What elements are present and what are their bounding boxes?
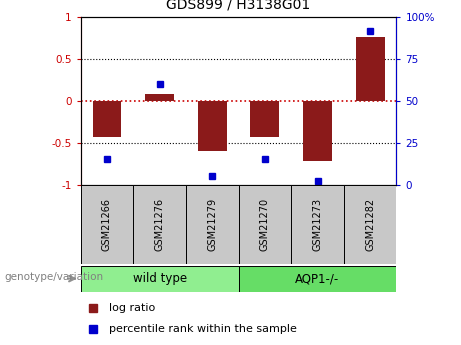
Bar [81,266,239,292]
Text: percentile rank within the sample: percentile rank within the sample [109,324,297,334]
Text: GSM21273: GSM21273 [313,198,323,251]
Bar [186,185,239,264]
Bar [133,185,186,264]
Text: GSM21276: GSM21276 [154,198,165,251]
Bar [303,101,332,161]
Bar [344,185,396,264]
Title: GDS899 / H3138G01: GDS899 / H3138G01 [166,0,311,12]
Bar [81,185,133,264]
Text: AQP1-/-: AQP1-/- [296,272,340,285]
Text: GSM21270: GSM21270 [260,198,270,251]
Text: genotype/variation: genotype/variation [5,272,104,282]
Bar [145,94,174,101]
Text: wild type: wild type [133,272,187,285]
Text: GSM21282: GSM21282 [365,198,375,251]
Bar [356,37,384,101]
Bar [198,101,227,151]
Text: log ratio: log ratio [109,303,155,313]
Bar [93,101,121,137]
Text: GSM21279: GSM21279 [207,198,217,251]
Bar [250,101,279,137]
Bar [239,266,396,292]
Bar [239,185,291,264]
Text: GSM21266: GSM21266 [102,198,112,251]
Bar [291,185,344,264]
